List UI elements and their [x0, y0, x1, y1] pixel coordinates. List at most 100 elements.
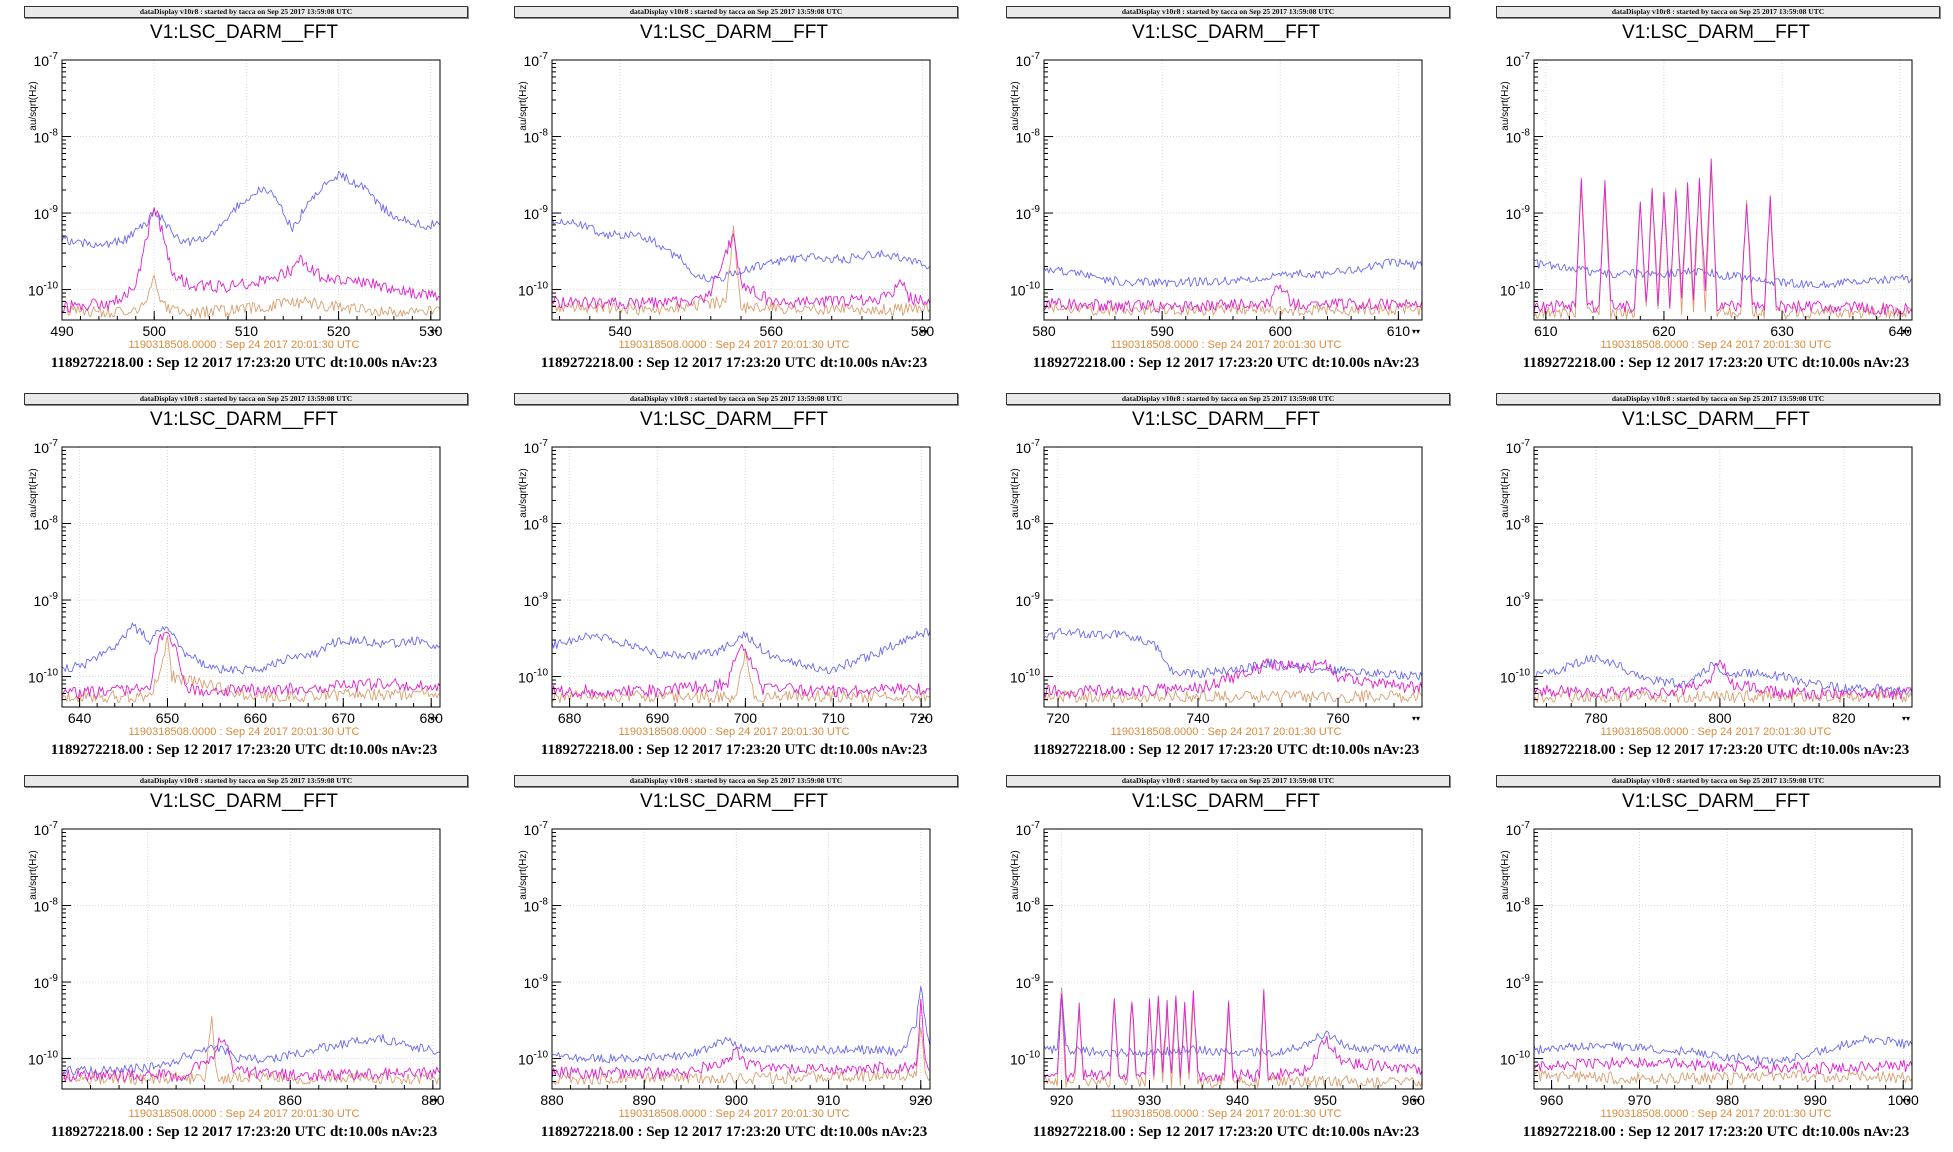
- series-line-1: [61, 1037, 441, 1083]
- x-tick-label: 630: [1770, 323, 1794, 339]
- gps-time-label: 1189272218.00 : Sep 12 2017 17:23:20 UTC…: [540, 742, 928, 758]
- axis-marker-icon: ▾▾: [1412, 327, 1420, 336]
- y-tick-label: 10-8: [1016, 128, 1041, 146]
- x-tick-label: 600: [1269, 323, 1293, 339]
- plot-svg: 960 970 980 990 1000 10-7 10-8 10-9 10-10 au/sqrt…: [1500, 820, 1919, 1108]
- y-tick-label: 10-10: [1500, 668, 1530, 686]
- x-tick-label: 950: [1314, 1092, 1338, 1108]
- y-tick-label: 10-9: [524, 591, 549, 609]
- reference-time-label: 1190318508.0000 : Sep 24 2017 20:01:30 U…: [128, 339, 360, 351]
- x-tick-label: 920: [1050, 1092, 1074, 1108]
- series-line-0: [1043, 258, 1423, 288]
- y-tick-label: 10-9: [524, 204, 549, 222]
- series-line-0: [1043, 627, 1423, 681]
- axis-marker-icon: ▾▾: [920, 327, 928, 336]
- x-tick-label: 680: [420, 710, 444, 726]
- panel-header: dataDisplay v10r8 : started by tacca on …: [1496, 6, 1940, 18]
- y-tick-label: 10-10: [518, 1050, 548, 1068]
- gps-time-label: 1189272218.00 : Sep 12 2017 17:23:20 UTC…: [1522, 742, 1910, 758]
- y-tick-label: 10-10: [1500, 281, 1530, 299]
- series-line-1: [551, 233, 931, 310]
- x-tick-label: 820: [1832, 710, 1856, 726]
- y-tick-label: 10-7: [524, 820, 549, 838]
- series-line-1: [61, 631, 441, 699]
- plot-title: V1:LSC_DARM__FFT: [640, 791, 828, 812]
- y-axis-label: au/sqrt(Hz): [1500, 850, 1511, 899]
- y-tick-label: 10-7: [524, 438, 549, 456]
- y-tick-label: 10-8: [1016, 897, 1041, 915]
- gps-time-label: 1189272218.00 : Sep 12 2017 17:23:20 UTC…: [50, 1124, 438, 1140]
- panel-header: dataDisplay v10r8 : started by tacca on …: [514, 6, 958, 18]
- y-tick-label: 10-10: [28, 668, 58, 686]
- x-tick-label: 880: [421, 1092, 445, 1108]
- plot-svg: 680 690 700 710 720 10-7 10-8 10-9 10-10 au/sqrt(…: [518, 438, 933, 726]
- series-line-0: [61, 622, 441, 675]
- x-tick-label: 910: [817, 1092, 841, 1108]
- x-tick-label: 900: [725, 1092, 749, 1108]
- plot-svg: 920 930 940 950 960 10-7 10-8 10-9 10-10 au/sqrt(…: [1010, 820, 1426, 1108]
- series-line-2: [551, 1027, 931, 1085]
- reference-time-label: 1190318508.0000 : Sep 24 2017 20:01:30 U…: [1600, 339, 1832, 351]
- axis-marker-icon: ▾▾: [430, 714, 438, 723]
- y-tick-label: 10-7: [34, 438, 59, 456]
- x-tick-label: 890: [633, 1092, 657, 1108]
- series-line-1: [551, 998, 931, 1080]
- x-tick-label: 800: [1708, 710, 1732, 726]
- plot-svg: 720 740 760 10-7 10-8 10-9 10-10 au/sqrt(Hz) ▾▾: [1010, 438, 1423, 726]
- x-tick-label: 540: [608, 323, 632, 339]
- y-tick-label: 10-9: [34, 204, 59, 222]
- y-tick-label: 10-7: [1506, 820, 1531, 838]
- reference-time-label: 1190318508.0000 : Sep 24 2017 20:01:30 U…: [618, 1108, 850, 1120]
- x-tick-label: 640: [68, 710, 92, 726]
- x-tick-label: 940: [1226, 1092, 1250, 1108]
- y-axis-label: au/sqrt(Hz): [1010, 81, 1021, 130]
- x-tick-label: 510: [235, 323, 259, 339]
- y-tick-label: 10-9: [34, 973, 59, 991]
- plot-panel: dataDisplay v10r8 : started by tacca on …: [0, 0, 488, 383]
- series-line-2: [1533, 689, 1913, 703]
- y-tick-label: 10-9: [1506, 204, 1531, 222]
- x-tick-label: 780: [1584, 710, 1608, 726]
- axis-marker-icon: ▾▾: [430, 327, 438, 336]
- axis-marker-icon: ▾▾: [920, 1096, 928, 1105]
- reference-time-label: 1190318508.0000 : Sep 24 2017 20:01:30 U…: [1600, 726, 1832, 738]
- panel-header: dataDisplay v10r8 : started by tacca on …: [514, 775, 958, 787]
- axis-marker-icon: ▾▾: [1412, 1096, 1420, 1105]
- y-axis-label: au/sqrt(Hz): [518, 850, 529, 899]
- y-tick-label: 10-8: [524, 128, 549, 146]
- axis-marker-icon: ▾▾: [430, 1096, 438, 1105]
- y-tick-label: 10-10: [1010, 668, 1040, 686]
- axis-marker-icon: ▾▾: [920, 714, 928, 723]
- x-tick-label: 710: [822, 710, 846, 726]
- y-tick-label: 10-8: [1506, 515, 1531, 533]
- y-tick-label: 10-8: [1506, 897, 1531, 915]
- y-tick-label: 10-7: [1016, 51, 1041, 69]
- y-tick-label: 10-8: [1506, 128, 1531, 146]
- x-tick-label: 520: [327, 323, 351, 339]
- x-tick-label: 760: [1326, 710, 1350, 726]
- gps-time-label: 1189272218.00 : Sep 12 2017 17:23:20 UTC…: [1032, 355, 1420, 371]
- series-line-2: [61, 1015, 441, 1085]
- y-tick-label: 10-9: [1016, 973, 1041, 991]
- axis-marker-icon: ▾▾: [1902, 714, 1910, 723]
- x-tick-label: 560: [760, 323, 784, 339]
- plot-panel: dataDisplay v10r8 : started by tacca on …: [1472, 769, 1953, 1152]
- x-tick-label: 530: [419, 323, 443, 339]
- plot-panel: dataDisplay v10r8 : started by tacca on …: [0, 769, 488, 1152]
- y-axis-label: au/sqrt(Hz): [1010, 850, 1021, 899]
- reference-time-label: 1190318508.0000 : Sep 24 2017 20:01:30 U…: [1110, 339, 1342, 351]
- y-tick-label: 10-8: [524, 897, 549, 915]
- reference-time-label: 1190318508.0000 : Sep 24 2017 20:01:30 U…: [618, 726, 850, 738]
- reference-time-label: 1190318508.0000 : Sep 24 2017 20:01:30 U…: [618, 339, 850, 351]
- series-line-2: [1533, 1070, 1913, 1085]
- plot-title: V1:LSC_DARM__FFT: [1132, 409, 1320, 430]
- plot-title: V1:LSC_DARM__FFT: [1132, 22, 1320, 43]
- series-line-0: [551, 628, 931, 675]
- y-tick-label: 10-10: [1010, 1050, 1040, 1068]
- y-tick-label: 10-7: [1016, 438, 1041, 456]
- x-tick-label: 490: [50, 323, 74, 339]
- x-tick-label: 960: [1402, 1092, 1426, 1108]
- panel-header: dataDisplay v10r8 : started by tacca on …: [1496, 393, 1940, 405]
- series-line-1: [1533, 1057, 1913, 1075]
- plot-panel: dataDisplay v10r8 : started by tacca on …: [490, 387, 978, 770]
